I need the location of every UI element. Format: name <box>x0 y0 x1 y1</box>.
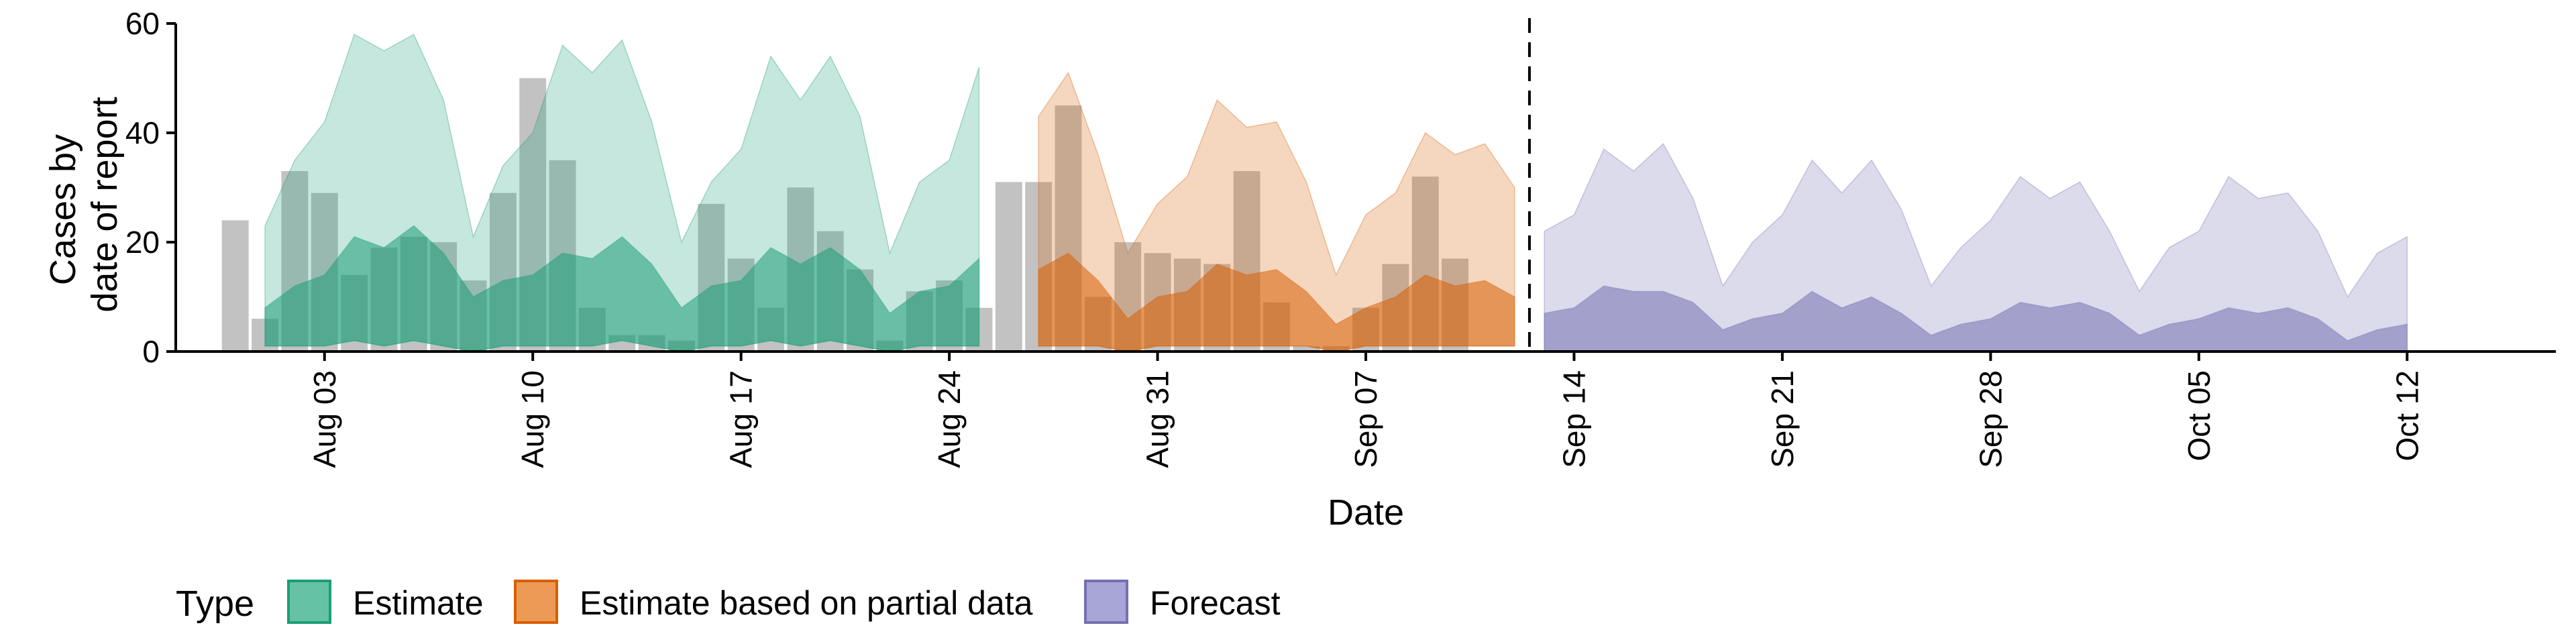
observed-bar <box>1293 345 1320 352</box>
y-ticks: 0 20 40 60 <box>125 6 176 369</box>
legend: Type Estimate Estimate based on partial d… <box>176 580 1281 624</box>
x-tick-label: Sep 07 <box>1348 370 1383 468</box>
y-tick-label: 40 <box>125 115 160 150</box>
x-axis-title: Date <box>1328 492 1404 533</box>
legend-key <box>287 580 331 624</box>
legend-key <box>1084 580 1128 624</box>
x-tick-label: Sep 21 <box>1765 370 1800 468</box>
y-axis-title-line-1: Cases by <box>43 134 83 285</box>
x-tick-label: Aug 03 <box>307 370 342 468</box>
x-tick-label: Oct 05 <box>2182 370 2216 462</box>
legend-label: Forecast <box>1150 584 1281 622</box>
observed-bar <box>221 220 249 352</box>
legend-label: Estimate <box>353 584 484 622</box>
y-tick-label: 60 <box>125 6 160 41</box>
y-tick-label: 20 <box>125 225 160 260</box>
x-tick-label: Sep 28 <box>1973 370 2008 468</box>
x-tick-label: Aug 10 <box>515 370 550 468</box>
legend-title: Type <box>176 584 254 624</box>
y-axis-title: Cases by date of report <box>43 97 125 312</box>
x-tick-label: Oct 12 <box>2390 370 2424 462</box>
estimate-bands <box>264 34 2408 352</box>
estimate-inner-band <box>264 225 980 352</box>
legend-key <box>514 580 558 624</box>
x-tick-label: Aug 24 <box>932 370 967 468</box>
y-axis-title-line-2: date of report <box>85 97 125 312</box>
x-tick-label: Aug 31 <box>1140 370 1175 468</box>
partial-estimate-inner-band <box>1038 252 1515 352</box>
x-tick-label: Aug 17 <box>724 370 759 468</box>
observed-bar <box>995 182 1022 352</box>
legend-label: Estimate based on partial data <box>580 584 1033 622</box>
x-tick-label: Sep 14 <box>1556 370 1591 468</box>
y-tick-label: 0 <box>142 334 160 369</box>
x-ticks: Aug 03 Aug 10 Aug 17 Aug 24 Aug 31 Sep 07 Sep … <box>307 352 2424 468</box>
